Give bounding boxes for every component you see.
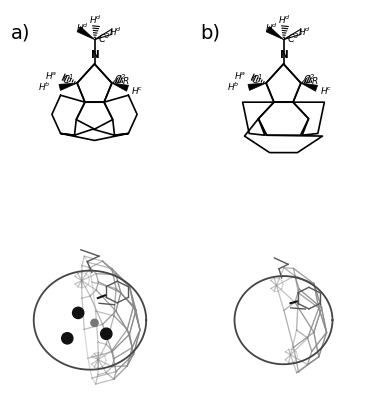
Text: $\mathregular{C^3}$: $\mathregular{C^3}$ bbox=[287, 31, 300, 45]
Text: $\mathregular{H^a}$: $\mathregular{H^a}$ bbox=[234, 70, 246, 81]
Polygon shape bbox=[266, 64, 301, 102]
Text: $\mathregular{C^1}$: $\mathregular{C^1}$ bbox=[62, 72, 74, 86]
Circle shape bbox=[91, 319, 98, 327]
Text: b): b) bbox=[200, 24, 220, 43]
Circle shape bbox=[73, 307, 84, 318]
Text: R: R bbox=[123, 77, 129, 86]
Text: a): a) bbox=[11, 24, 31, 43]
Text: $\mathregular{H^d}$: $\mathregular{H^d}$ bbox=[298, 26, 311, 38]
Polygon shape bbox=[266, 27, 284, 40]
Circle shape bbox=[101, 328, 112, 340]
Text: $\mathregular{H^d}$: $\mathregular{H^d}$ bbox=[265, 21, 278, 34]
Text: $\mathregular{H^d}$: $\mathregular{H^d}$ bbox=[109, 26, 122, 38]
Polygon shape bbox=[248, 83, 266, 90]
Text: N: N bbox=[280, 50, 289, 60]
Polygon shape bbox=[112, 83, 129, 91]
Text: $\mathregular{H^a}$: $\mathregular{H^a}$ bbox=[45, 70, 57, 81]
Polygon shape bbox=[77, 27, 94, 40]
Text: $\mathregular{H^d}$: $\mathregular{H^d}$ bbox=[76, 21, 89, 34]
Text: $\mathregular{H^c}$: $\mathregular{H^c}$ bbox=[320, 84, 332, 95]
Text: N: N bbox=[91, 50, 100, 60]
Circle shape bbox=[62, 332, 73, 344]
Text: $\mathregular{C^2}$: $\mathregular{C^2}$ bbox=[115, 72, 127, 86]
Polygon shape bbox=[301, 83, 318, 91]
Text: $\mathregular{C^3}$: $\mathregular{C^3}$ bbox=[98, 31, 111, 45]
Text: $\mathregular{H^d}$: $\mathregular{H^d}$ bbox=[89, 13, 102, 26]
Polygon shape bbox=[77, 64, 112, 102]
Text: $\mathregular{H^b}$: $\mathregular{H^b}$ bbox=[37, 80, 50, 93]
Text: $\mathregular{H^d}$: $\mathregular{H^d}$ bbox=[278, 13, 291, 26]
Text: $\mathregular{H^c}$: $\mathregular{H^c}$ bbox=[131, 84, 143, 95]
Text: $\mathregular{C^1}$: $\mathregular{C^1}$ bbox=[251, 72, 263, 86]
Polygon shape bbox=[59, 83, 77, 90]
Text: $\mathregular{C^2}$: $\mathregular{C^2}$ bbox=[304, 72, 316, 86]
Text: R: R bbox=[312, 77, 318, 86]
Text: $\mathregular{H^b}$: $\mathregular{H^b}$ bbox=[226, 80, 239, 93]
